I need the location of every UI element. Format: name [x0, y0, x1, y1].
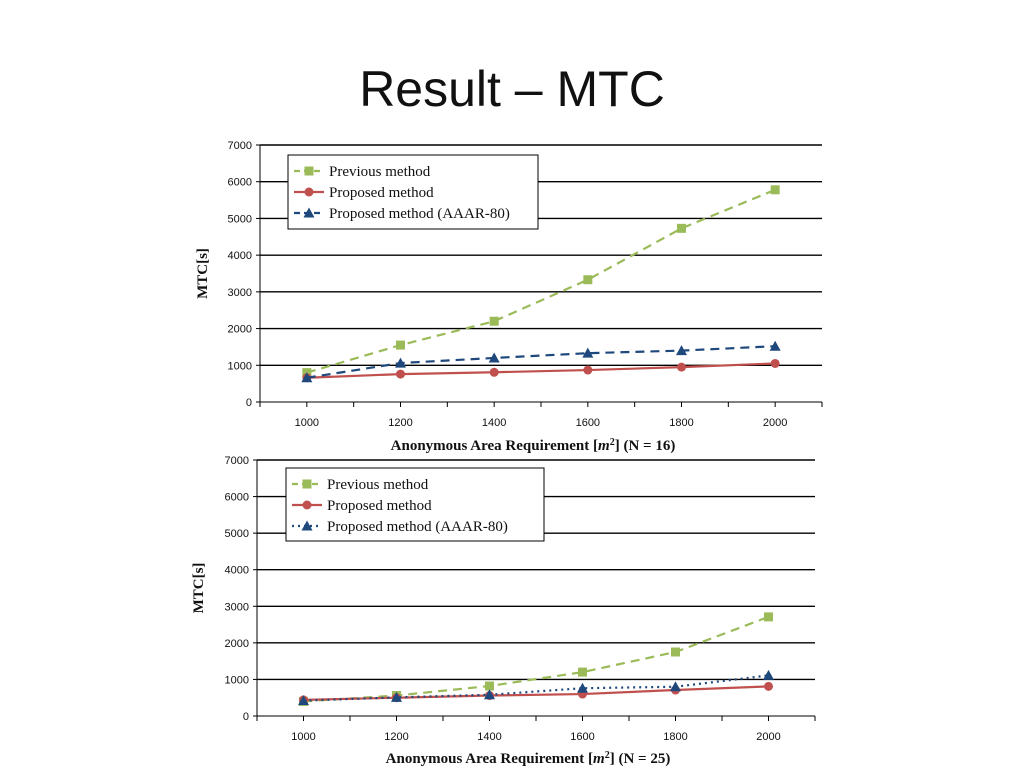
- x-tick-label: 2000: [756, 731, 780, 743]
- series-line-0: [306, 188, 776, 374]
- x-axis-title: Anonymous Area Requirement [m2] (N = 16): [391, 437, 676, 455]
- series-point-2: [769, 340, 781, 351]
- y-tick-label: 7000: [225, 455, 249, 467]
- x-axis-title: Anonymous Area Requirement [m2] (N = 25): [386, 750, 671, 768]
- slide-title: Result – MTC: [359, 61, 665, 117]
- y-tick-label: 2000: [228, 324, 252, 336]
- series-point-2: [395, 357, 406, 368]
- y-tick-label: 5000: [228, 213, 252, 225]
- series-point-0: [485, 681, 494, 691]
- series-point-1: [677, 362, 686, 372]
- y-tick-label: 1000: [228, 360, 252, 372]
- y-tick-label: 4000: [228, 250, 252, 262]
- y-tick-label: 4000: [225, 565, 249, 577]
- series-point-2: [763, 669, 774, 680]
- legend-marker: [304, 166, 314, 176]
- legend-label: Proposed method (AAAR-80): [329, 206, 510, 222]
- x-tick-label: 1800: [669, 417, 693, 429]
- y-tick-label: 2000: [225, 638, 249, 650]
- x-tick-label: 1800: [663, 731, 687, 743]
- x-tick-label: 1600: [576, 417, 600, 429]
- y-tick-label: 5000: [225, 528, 249, 540]
- series-point-1: [489, 367, 499, 377]
- legend-label: Proposed method (AAAR-80): [327, 519, 508, 535]
- series-point-0: [396, 340, 405, 350]
- x-tick-label: 2000: [763, 417, 787, 429]
- mtc-chart-n25: 0 1000 2000 3000 4000 5000 6000 7000 1000 1200 140…: [191, 455, 816, 768]
- y-tick-label: 7000: [228, 140, 252, 152]
- x-tick-label: 1200: [388, 417, 412, 429]
- series-point-2: [582, 347, 594, 358]
- x-tick-label: 1400: [482, 417, 506, 429]
- x-tick-label: 1400: [477, 731, 501, 743]
- y-tick-label: 1000: [225, 674, 249, 686]
- legend-marker: [301, 520, 313, 531]
- series-point-1: [770, 358, 780, 368]
- x-tick-label: 1200: [384, 731, 408, 743]
- series-point-2: [577, 682, 588, 693]
- legend-label: Previous method: [329, 164, 431, 180]
- series-point-1: [583, 365, 593, 375]
- series-point-0: [671, 647, 680, 657]
- legend-marker: [302, 479, 312, 489]
- legend-label: Proposed method: [329, 185, 434, 201]
- series-point-0: [764, 612, 773, 622]
- series-point-1: [396, 369, 405, 379]
- legend-box: [285, 467, 545, 542]
- y-axis-title: MTC[s]: [195, 248, 211, 299]
- x-tick-label: 1000: [295, 417, 319, 429]
- series-line-2: [306, 345, 776, 379]
- legend-label: Previous method: [327, 477, 429, 493]
- series-point-0: [770, 185, 780, 195]
- y-tick-label: 0: [243, 711, 249, 723]
- series-point-1: [764, 681, 773, 691]
- y-tick-label: 3000: [228, 287, 252, 299]
- legend-label: Proposed method: [327, 498, 432, 514]
- series-point-0: [677, 223, 686, 233]
- y-axis-title: MTC[s]: [191, 563, 207, 614]
- y-tick-label: 6000: [225, 492, 249, 504]
- x-tick-label: 1000: [291, 731, 315, 743]
- series-point-2: [488, 352, 500, 363]
- series-point-2: [670, 681, 681, 692]
- series-point-2: [298, 695, 309, 706]
- series-point-2: [676, 345, 687, 356]
- legend-box: [287, 154, 539, 230]
- series-point-2: [391, 691, 402, 702]
- legend-marker: [302, 500, 312, 510]
- series-line-1: [303, 685, 769, 702]
- series-point-0: [583, 275, 593, 285]
- y-tick-label: 3000: [225, 601, 249, 613]
- series-point-0: [489, 316, 499, 326]
- mtc-chart-n16: 0 1000 2000 3000 4000 5000 6000 7000 1000 1200 140…: [195, 140, 823, 454]
- y-tick-label: 6000: [228, 177, 252, 189]
- series-point-0: [578, 667, 587, 677]
- legend-marker: [304, 187, 314, 197]
- series-line-1: [306, 362, 776, 379]
- series-line-0: [303, 615, 769, 703]
- x-tick-label: 1600: [570, 731, 594, 743]
- y-tick-label: 0: [246, 397, 252, 409]
- series-point-2: [484, 689, 495, 700]
- legend-marker: [303, 207, 315, 218]
- series-point-2: [301, 372, 313, 383]
